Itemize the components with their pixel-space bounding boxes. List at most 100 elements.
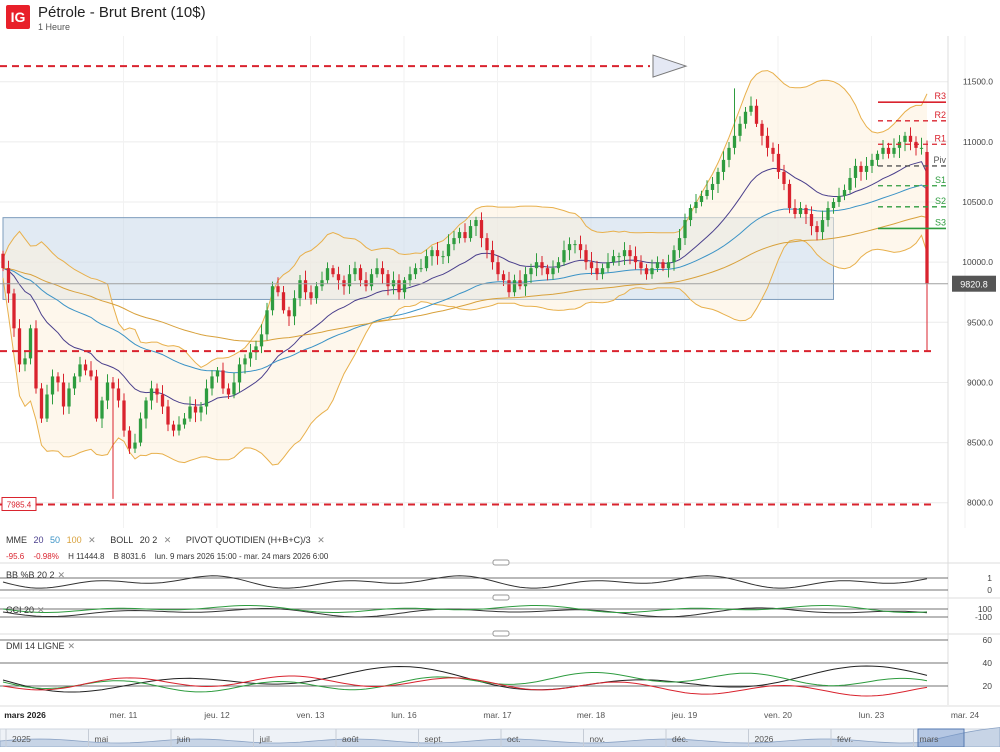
close-icon[interactable]: ✕ — [163, 535, 172, 545]
candle[interactable] — [182, 412, 187, 429]
candle[interactable] — [457, 227, 462, 244]
candle[interactable] — [606, 253, 610, 273]
candle[interactable] — [1, 250, 5, 272]
candle[interactable] — [314, 282, 319, 304]
candle[interactable] — [375, 258, 379, 278]
candle[interactable] — [842, 184, 847, 201]
candle[interactable] — [149, 380, 154, 410]
candle[interactable] — [155, 383, 159, 403]
mme-label[interactable]: MME — [6, 535, 27, 545]
candle[interactable] — [347, 265, 352, 294]
candle[interactable] — [743, 106, 748, 129]
candle[interactable] — [655, 256, 660, 273]
candle[interactable] — [402, 277, 407, 299]
candle[interactable] — [677, 228, 682, 258]
candle[interactable] — [738, 116, 742, 142]
candle[interactable] — [369, 268, 374, 291]
candle[interactable] — [595, 260, 599, 281]
candle[interactable] — [837, 187, 841, 207]
close-icon[interactable]: ✕ — [37, 605, 45, 615]
candle[interactable] — [848, 167, 852, 194]
candle[interactable] — [732, 88, 737, 155]
candle[interactable] — [265, 302, 269, 341]
candle[interactable] — [518, 270, 522, 290]
candle[interactable] — [292, 290, 297, 326]
candle[interactable] — [210, 370, 214, 396]
candle[interactable] — [441, 250, 445, 264]
pivot-label[interactable]: PIVOT QUOTIDIEN (H+B+C)/3 — [185, 535, 311, 545]
candle[interactable] — [424, 249, 429, 272]
candle[interactable] — [430, 246, 434, 266]
candle[interactable] — [859, 161, 863, 181]
candle[interactable] — [419, 258, 423, 273]
candle[interactable] — [309, 285, 313, 305]
candle[interactable] — [672, 245, 676, 271]
candle[interactable] — [892, 138, 896, 158]
candle[interactable] — [303, 270, 308, 300]
candle[interactable] — [633, 246, 638, 270]
candle[interactable] — [171, 420, 176, 437]
candle[interactable] — [204, 379, 209, 415]
candle[interactable] — [111, 377, 115, 499]
candle[interactable] — [771, 142, 775, 162]
boll-label[interactable]: BOLL — [110, 535, 134, 545]
candle[interactable] — [650, 259, 654, 279]
candle[interactable] — [89, 361, 93, 381]
candle[interactable] — [760, 120, 764, 146]
candle[interactable] — [133, 433, 137, 454]
candle[interactable] — [50, 369, 55, 405]
candle[interactable] — [435, 241, 440, 265]
candle[interactable] — [820, 210, 825, 240]
candle[interactable] — [567, 237, 572, 261]
candle[interactable] — [391, 271, 396, 295]
candle[interactable] — [336, 266, 341, 290]
candle[interactable] — [809, 206, 814, 236]
candle[interactable] — [925, 140, 929, 352]
candle[interactable] — [353, 261, 357, 282]
candle[interactable] — [661, 259, 665, 272]
candle[interactable] — [782, 164, 786, 191]
candle[interactable] — [160, 385, 165, 414]
candle[interactable] — [578, 235, 583, 259]
candle[interactable] — [754, 99, 759, 127]
candle[interactable] — [122, 393, 126, 437]
candle[interactable] — [34, 320, 38, 394]
candle[interactable] — [320, 271, 324, 291]
panel-resize-handle[interactable] — [492, 594, 510, 601]
candle[interactable] — [804, 204, 808, 225]
candle[interactable] — [584, 244, 588, 270]
candle[interactable] — [116, 378, 121, 408]
candle[interactable] — [463, 223, 467, 243]
timeframe-label[interactable]: 1 Heure — [38, 22, 71, 32]
candle[interactable] — [259, 324, 264, 354]
candle[interactable] — [380, 261, 385, 285]
candle[interactable] — [479, 212, 484, 248]
candle[interactable] — [551, 260, 555, 280]
panel-resize-handle[interactable] — [492, 630, 510, 637]
candle[interactable] — [815, 221, 819, 241]
candle[interactable] — [600, 263, 605, 280]
candle[interactable] — [545, 264, 550, 281]
candle[interactable] — [83, 359, 88, 376]
candle[interactable] — [864, 157, 869, 180]
candle[interactable] — [413, 263, 418, 279]
candle[interactable] — [100, 396, 104, 429]
candle[interactable] — [639, 255, 643, 275]
candle[interactable] — [710, 176, 715, 200]
candle[interactable] — [908, 127, 913, 151]
candle[interactable] — [721, 151, 726, 181]
candle[interactable] — [611, 249, 616, 266]
close-icon[interactable]: ✕ — [88, 535, 96, 545]
candle[interactable] — [523, 266, 528, 296]
candle[interactable] — [276, 277, 280, 297]
candle[interactable] — [23, 352, 27, 372]
candle[interactable] — [886, 142, 891, 159]
candle[interactable] — [105, 374, 110, 410]
candle[interactable] — [529, 263, 533, 283]
candle[interactable] — [556, 257, 561, 273]
candle[interactable] — [534, 253, 539, 277]
candle[interactable] — [166, 399, 170, 432]
candle[interactable] — [56, 372, 60, 392]
candle[interactable] — [628, 244, 632, 265]
close-icon[interactable]: ✕ — [57, 570, 66, 580]
